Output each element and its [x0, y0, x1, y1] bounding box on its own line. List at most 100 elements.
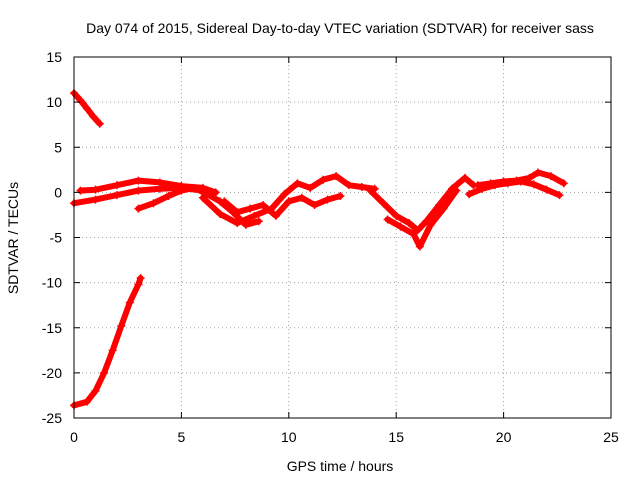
data-point-marker: [76, 96, 85, 105]
data-point-marker: [82, 104, 91, 113]
tick-label-layer: 0 5 10 15 20 25 -25 -20 -15 -10 -5 0 5 10 15: [42, 49, 619, 445]
x-axis-label: GPS time / hours: [287, 458, 394, 474]
data-point-marker: [76, 186, 85, 195]
data-point-marker: [108, 346, 117, 355]
data-point-marker: [396, 222, 405, 231]
data-point-marker: [405, 219, 414, 228]
data-point-marker: [100, 368, 109, 377]
data-point-marker: [357, 182, 366, 191]
series-band: [367, 174, 477, 234]
y-axis-label: SDTVAR / TECUs: [5, 182, 21, 294]
data-point-marker: [525, 173, 534, 182]
data-point-marker: [332, 172, 341, 181]
series-track-1: [70, 89, 104, 128]
data-point-marker: [439, 204, 448, 213]
y-tick-label: 5: [54, 139, 62, 155]
data-point-marker: [134, 280, 143, 289]
data-point-marker: [512, 176, 521, 185]
data-point-marker: [149, 199, 158, 208]
data-point-marker: [220, 197, 229, 206]
data-point-marker: [379, 199, 388, 208]
data-point-marker: [486, 179, 495, 188]
data-point-marker: [112, 191, 121, 200]
data-point-marker: [336, 191, 345, 200]
data-point-marker: [233, 219, 242, 228]
data-point-marker: [546, 172, 555, 181]
data-point-marker: [164, 191, 173, 200]
series-track-9: [383, 186, 461, 251]
data-point-marker: [259, 201, 268, 210]
data-point-marker: [134, 186, 143, 195]
data-point-marker: [319, 175, 328, 184]
y-tick-label: 15: [46, 49, 62, 65]
data-point-marker: [233, 208, 242, 217]
data-point-marker: [112, 181, 121, 190]
data-point-marker: [190, 183, 199, 192]
data-point-marker: [415, 242, 424, 251]
y-tick-label: -15: [42, 320, 62, 336]
data-point-marker: [555, 191, 564, 200]
data-point-marker: [293, 179, 302, 188]
data-point-marker: [323, 195, 332, 204]
chart-title: Day 074 of 2015, Sidereal Day-to-day VTE…: [86, 20, 594, 36]
data-point-marker: [297, 193, 306, 202]
series-track-11: [473, 168, 568, 190]
y-tick-label: -20: [42, 365, 62, 381]
data-point-marker: [136, 274, 145, 283]
data-point-marker: [284, 197, 293, 206]
data-point-marker: [413, 226, 422, 235]
data-point-marker: [91, 386, 100, 395]
data-point-marker: [344, 181, 353, 190]
data-point-marker: [306, 183, 315, 192]
x-tick-label: 15: [388, 429, 404, 445]
data-point-marker: [559, 179, 568, 188]
data-point-marker: [310, 201, 319, 210]
data-point-marker: [246, 204, 255, 213]
y-tick-label: -10: [42, 275, 62, 291]
data-point-marker: [82, 397, 91, 406]
data-point-marker: [91, 185, 100, 194]
data-point-marker: [529, 180, 538, 189]
data-point-marker: [125, 298, 134, 307]
data-point-marker: [254, 217, 263, 226]
data-point-marker: [473, 181, 482, 190]
data-point-marker: [392, 211, 401, 220]
data-point-marker: [280, 190, 289, 199]
data-point-marker: [409, 229, 418, 238]
data-point-marker: [452, 186, 461, 195]
data-point-marker: [216, 210, 225, 219]
data-point-marker: [89, 112, 98, 121]
data-point-marker: [95, 119, 104, 128]
data-point-marker: [533, 168, 542, 177]
data-point-marker: [198, 193, 207, 202]
series-layer: [70, 89, 568, 410]
y-tick-label: -25: [42, 410, 62, 426]
data-point-marker: [542, 185, 551, 194]
grid-layer: [74, 57, 611, 418]
series-band: [135, 184, 262, 228]
x-tick-label: 0: [70, 429, 78, 445]
y-tick-label: 10: [46, 94, 62, 110]
x-tick-label: 20: [496, 429, 512, 445]
x-tick-label: 10: [281, 429, 297, 445]
data-point-marker: [426, 220, 435, 229]
x-tick-label: 5: [178, 429, 186, 445]
data-point-marker: [366, 186, 375, 195]
data-point-marker: [460, 173, 469, 182]
data-point-marker: [435, 201, 444, 210]
series-track-6: [198, 172, 379, 228]
data-point-marker: [134, 204, 143, 213]
data-point-marker: [465, 190, 474, 199]
data-point-marker: [177, 186, 186, 195]
series-track-7: [220, 191, 345, 220]
series-track-8: [366, 173, 478, 235]
data-point-marker: [250, 211, 259, 220]
data-point-marker: [422, 217, 431, 226]
x-tick-label: 25: [603, 429, 619, 445]
data-point-marker: [271, 211, 280, 220]
data-point-marker: [117, 321, 126, 330]
tick-layer: [73, 56, 612, 419]
data-point-marker: [383, 215, 392, 224]
